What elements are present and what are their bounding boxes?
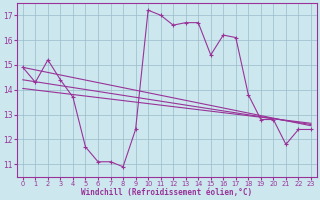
X-axis label: Windchill (Refroidissement éolien,°C): Windchill (Refroidissement éolien,°C) — [81, 188, 252, 197]
